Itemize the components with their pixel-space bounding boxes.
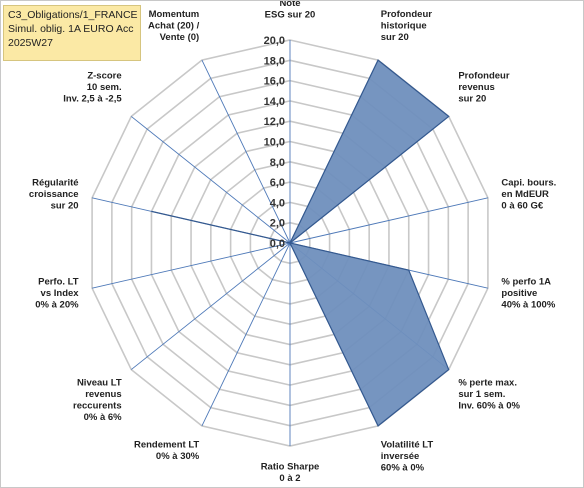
axis-label-line: Profondeur (381, 9, 432, 20)
tick-label: 14,0 (264, 96, 285, 108)
axis-label-line: 0 à 2 (279, 473, 300, 484)
axis-label-line: inversée (381, 451, 420, 462)
tick-label: 2,0 (270, 218, 285, 230)
tick-label: 6,0 (270, 177, 285, 189)
axis-label-line: ESG sur 20 (265, 10, 316, 21)
axis-label-line: Inv. 60% à 0% (458, 400, 520, 411)
tick-label: 12,0 (264, 116, 285, 128)
tick-label: 8,0 (270, 157, 285, 169)
axis-label: Capi. bours. en MdEUR 0 à 60 G€ (501, 177, 556, 211)
tick-label: 10,0 (264, 137, 285, 149)
axis-label-line: Niveau LT (77, 377, 122, 388)
tick-label: 16,0 (264, 76, 285, 88)
axis-label: Note ESG sur 20 (265, 1, 316, 21)
axis-label-line: Vente (0) (160, 32, 200, 43)
axis-label-line: vs Index (41, 288, 80, 299)
axis-label-line: sur 1 sem. (458, 389, 505, 400)
axis-label: Momentum Achat (20) / Vente (0) (148, 9, 200, 43)
axis-label: Rendement LT 0% à 30% (134, 439, 200, 462)
chart-title-box: C3_Obligations/1_FRANCE Simul. oblig. 1A… (3, 5, 141, 61)
axis-label: Z-score 10 sem. Inv. 2,5 à -2,5 (63, 71, 122, 105)
axis-label-line: revenus (458, 82, 494, 93)
axis-label: Perfo. LT vs Index 0% à 20% (35, 277, 79, 311)
axis-label-line: sur 20 (381, 32, 409, 43)
axis-label-line: Volatilité LT (381, 439, 434, 450)
axis-label-line: historique (381, 20, 427, 31)
axis-label: Profondeur historique sur 20 (381, 9, 432, 43)
axis-spoke (289, 197, 489, 244)
axis-label-line: reccurents (73, 400, 122, 411)
axis-label-line: 0 à 60 G€ (501, 200, 543, 211)
axis-label-line: Profondeur (458, 71, 509, 82)
axis-label-line: Z-score (87, 71, 121, 82)
axis-spoke (201, 242, 291, 427)
axis-label-line: positive (501, 288, 537, 299)
data-series-area (151, 59, 450, 427)
axis-label: Niveau LT revenus reccurents 0% à 6% (73, 377, 122, 423)
axis-label-line: 0% à 6% (84, 412, 123, 423)
axis-label-line: Régularité (32, 177, 78, 188)
axis-spoke (201, 59, 291, 244)
axis-label-line: % perte max. (458, 377, 517, 388)
axis-label: Volatilité LT inversée 60% à 0% (381, 439, 434, 473)
axis-label-line: Capi. bours. (501, 177, 556, 188)
axis-label-line: croissance (29, 189, 79, 200)
axis-label: % perfo 1A positive 40% à 100% (501, 277, 555, 311)
axis-label-line: Momentum (149, 9, 200, 20)
axis-label-line: sur 20 (458, 94, 486, 105)
title-line-1: C3_Obligations/1_FRANCE (8, 9, 138, 21)
axis-label-line: revenus (85, 389, 121, 400)
axis-label: Profondeur revenus sur 20 (458, 71, 509, 105)
title-line-2: Simul. oblig. 1A EURO Acc (8, 23, 134, 35)
axis-label: Ratio Sharpe 0 à 2 (261, 461, 320, 484)
axis-label-line: Ratio Sharpe (261, 461, 320, 472)
axis-label-line: sur 20 (51, 200, 79, 211)
axis-spoke (131, 116, 291, 244)
axis-label-line: 0% à 30% (156, 451, 200, 462)
axis-label-line: 10 sem. (87, 82, 122, 93)
axis-label-line: 40% à 100% (501, 300, 555, 311)
axis-label-line: Achat (20) / (148, 20, 200, 31)
tick-label: 18,0 (264, 55, 285, 67)
axis-label: Régularité croissance sur 20 (29, 177, 79, 211)
tick-label: 0,0 (270, 238, 285, 250)
axis-spoke (91, 242, 291, 289)
tick-label: 4,0 (270, 197, 285, 209)
axis-label-line: Perfo. LT (38, 277, 79, 288)
axis-label-line: 0% à 20% (35, 300, 79, 311)
axis-label-line: Note (279, 1, 300, 9)
axis-label: % perte max. sur 1 sem. Inv. 60% à 0% (458, 377, 520, 411)
axis-spoke (131, 242, 291, 370)
tick-label: 20,0 (264, 35, 285, 47)
axis-label-line: % perfo 1A (501, 277, 551, 288)
axis-label-line: Rendement LT (134, 439, 199, 450)
axis-label-line: 60% à 0% (381, 462, 425, 473)
axis-label-line: en MdEUR (501, 189, 549, 200)
axis-label-line: Inv. 2,5 à -2,5 (63, 94, 122, 105)
title-line-3: 2025W27 (8, 37, 53, 49)
